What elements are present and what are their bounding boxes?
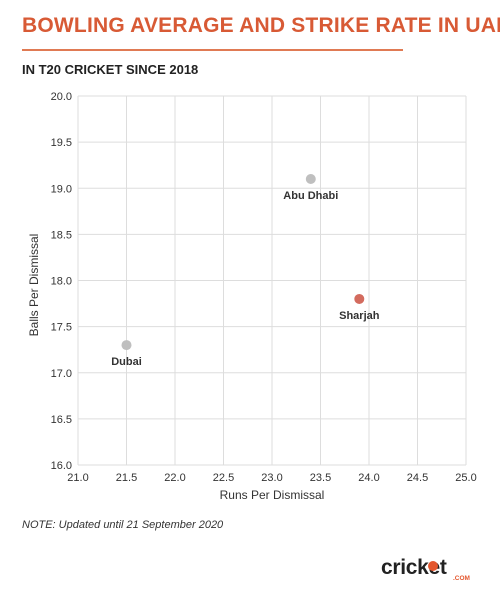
title-underline [22,49,403,51]
x-tick-label: 24.5 [407,472,428,484]
data-point [305,174,316,185]
y-tick-label: 19.0 [51,183,72,195]
y-tick-label: 19.5 [51,137,72,149]
chart-title: BOWLING AVERAGE AND STRIKE RATE IN UAE [22,14,500,37]
x-tick-label: 24.0 [358,472,379,484]
data-point [121,340,132,351]
x-tick-label: 25.0 [455,472,476,484]
data-point [354,293,365,304]
y-axis-label: Balls Per Dismissal [27,234,41,337]
y-tick-label: 16.0 [51,460,72,472]
x-tick-label: 23.0 [261,472,282,484]
cricket-com-logo: cricket .COM [381,556,481,584]
data-points: Dubai Abu Dhabi Sharjah [111,174,380,368]
data-point-label: Dubai [111,356,142,368]
data-point-label: Sharjah [339,310,380,322]
x-tick-label: 21.0 [67,472,88,484]
y-tick-label: 20.0 [51,91,72,103]
logo-suffix: .COM [453,575,470,582]
chart-subtitle: IN T20 CRICKET SINCE 2018 [22,62,199,77]
y-tick-label: 17.5 [51,322,72,334]
y-tick-label: 18.5 [51,229,72,241]
data-point-label: Abu Dhabi [283,190,338,202]
x-tick-label: 23.5 [310,472,331,484]
x-tick-label: 22.0 [164,472,185,484]
chart-grid [77,95,467,466]
footnote: NOTE: Updated until 21 September 2020 [22,519,224,531]
axis-ticks: 21.0 21.5 22.0 22.5 23.0 23.5 24.0 24.5 25.0 16.0… [51,91,477,484]
x-tick-label: 22.5 [213,472,234,484]
cricket-ball-icon [428,561,438,571]
y-tick-label: 17.0 [51,368,72,380]
y-tick-label: 16.5 [51,414,72,426]
x-tick-label: 21.5 [116,472,137,484]
x-axis-label: Runs Per Dismissal [220,488,325,502]
y-tick-label: 18.0 [51,276,72,288]
